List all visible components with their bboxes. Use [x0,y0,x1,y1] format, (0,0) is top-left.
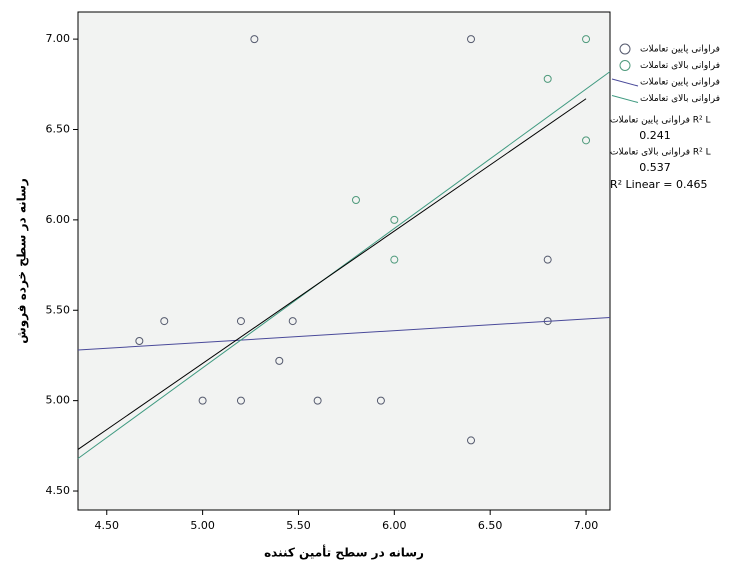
point [313,396,322,405]
legend-label: فراوانی پایین تعاملات [640,78,720,88]
x-tick-label: 5.00 [190,519,215,532]
x-tick-label: 6.00 [382,519,407,532]
x-tick-label: 4.50 [95,519,120,532]
point [236,396,245,405]
point [236,317,245,326]
r2-value: 0.537 [639,161,671,174]
legend-line [611,95,639,103]
y-axis-title: رسانه در سطح خرده فروش [15,178,30,344]
x-tick-label: 6.50 [478,519,503,532]
point [390,215,399,224]
legend-marker [619,60,631,71]
x-axis-title: رسانه در سطح تأمین کننده [264,545,424,560]
plot-area [77,11,611,511]
point [390,255,399,264]
point [351,195,360,204]
point [288,317,297,326]
x-tick-label: 7.00 [574,519,599,532]
fit-line [77,71,611,459]
r2-total: R² Linear = 0.465 [610,178,707,191]
y-tick-label: 5.00 [46,394,71,407]
y-tick-label: 5.50 [46,303,71,316]
y-tick-label: 6.50 [46,122,71,135]
point [250,35,259,44]
y-tick-label: 4.50 [46,484,71,497]
legend-marker [619,43,631,55]
legend-label: فراوانی پایین تعاملات [640,45,720,55]
total-fit-line [77,98,587,450]
point [275,356,284,365]
legend-label: فراوانی بالای تعاملات [640,61,720,71]
legend-line [611,78,639,87]
y-tick-label: 7.00 [46,32,71,45]
legend-label: فراوانی بالای تعاملات [640,94,720,104]
fit-line [77,316,611,351]
x-tick-label: 5.50 [286,519,311,532]
point [135,336,144,345]
point [467,35,476,44]
point [376,396,385,405]
point [198,396,207,405]
point [582,35,591,44]
point [582,136,591,145]
point [160,317,169,326]
r2-label: فراوانی بالای تعاملات R² L [610,148,711,158]
y-tick-label: 6.00 [46,213,71,226]
point [467,436,476,445]
r2-value: 0.241 [639,129,671,142]
r2-label: فراوانی پایین تعاملات R² L [610,116,711,126]
point [543,255,552,264]
point [543,74,552,83]
